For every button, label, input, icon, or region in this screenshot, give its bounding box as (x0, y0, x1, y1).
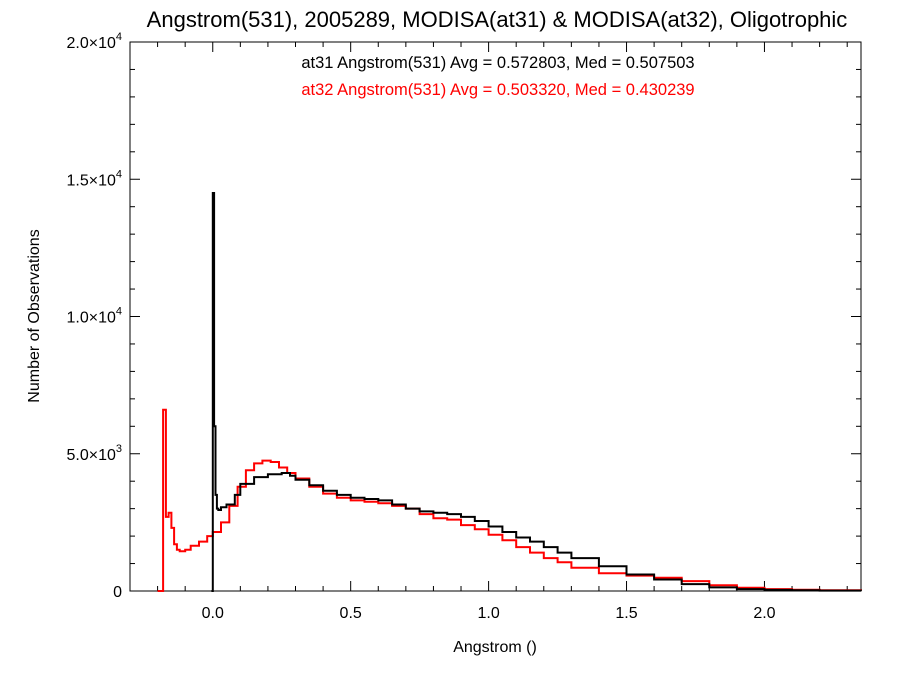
series-line-at31 (211, 192, 862, 592)
series-line-at32 (157, 408, 862, 592)
y-tick-mantissa: 1.0×10 (66, 310, 115, 327)
y-tick-exponent: 4 (116, 31, 122, 43)
annotation-at31: at31 Angstrom(531) Avg = 0.572803, Med =… (301, 54, 694, 72)
y-tick-exponent: 4 (116, 306, 122, 318)
chart-title: Angstrom(531), 2005289, MODISA(at31) & M… (147, 7, 848, 32)
y-tick-label: 5.0×103 (66, 443, 122, 464)
axis-ticks: 0.0 0.5 1.0 1.5 2.005.0×1031.0×1041.5×1042.0… (66, 31, 861, 622)
y-tick-label: 2.0×104 (66, 31, 122, 52)
y-tick-exponent: 4 (116, 168, 122, 180)
y-tick-mantissa: 2.0×10 (66, 35, 115, 52)
y-tick-label: 1.5×104 (66, 168, 122, 189)
y-tick-mantissa: 1.5×10 (66, 172, 115, 189)
y-tick-label: 1.0×104 (66, 306, 122, 327)
y-tick-mantissa: 5.0×10 (66, 447, 115, 464)
x-tick-label: 1.5 (615, 605, 637, 622)
series-layer (157, 192, 862, 592)
x-tick-label: 2.0 (753, 605, 775, 622)
y-tick-exponent: 3 (116, 443, 122, 455)
y-tick-label: 0 (113, 584, 122, 601)
x-tick-label: 0.5 (340, 605, 362, 622)
x-axis-label: Angstrom () (453, 639, 537, 656)
x-tick-label: 1.0 (477, 605, 499, 622)
y-tick-mantissa: 0 (113, 584, 122, 601)
plot-frame (129, 41, 862, 592)
x-tick-label: 0.0 (202, 605, 224, 622)
y-axis-label: Number of Observations (26, 229, 43, 402)
annotation-at32: at32 Angstrom(531) Avg = 0.503320, Med =… (301, 81, 694, 99)
